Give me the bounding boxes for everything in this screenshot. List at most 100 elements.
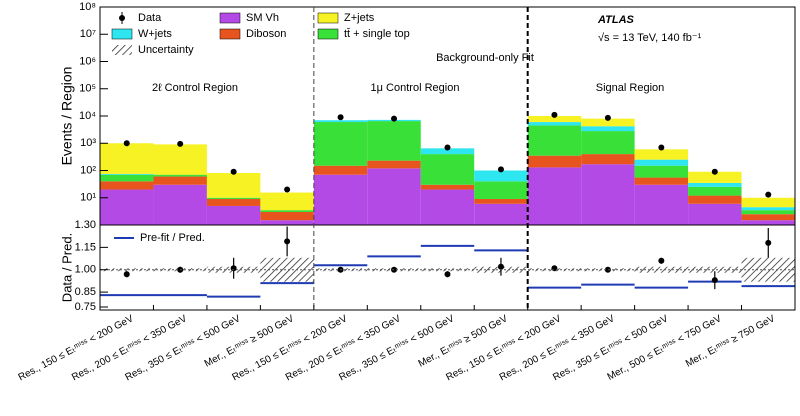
bar-segment bbox=[260, 192, 314, 211]
annotation: Background-only Fit bbox=[436, 52, 534, 64]
bar-segment bbox=[313, 120, 368, 123]
legend-swatch bbox=[219, 28, 241, 40]
bar-segment bbox=[367, 160, 421, 169]
lower-frame bbox=[99, 224, 796, 311]
legend-label: Z+jets bbox=[344, 12, 375, 24]
legend-swatch bbox=[112, 45, 132, 55]
y-tick-label: 10³ bbox=[80, 137, 96, 149]
ratio-point bbox=[230, 265, 237, 272]
annotation: Signal Region bbox=[596, 82, 665, 94]
y-tick-label: 10⁵ bbox=[79, 83, 96, 95]
bar-segment bbox=[206, 172, 261, 198]
bar-segment bbox=[474, 170, 528, 182]
y-tick-label: 1.15 bbox=[75, 241, 96, 253]
bar-segment bbox=[367, 121, 421, 161]
ratio-point bbox=[604, 266, 611, 273]
ratio-point bbox=[658, 257, 665, 264]
y-tick-label: 0.75 bbox=[75, 301, 96, 313]
bar-segment bbox=[581, 131, 635, 155]
bar-segment bbox=[741, 197, 795, 208]
bar-segment bbox=[581, 118, 635, 127]
annotation: √s = 13 TeV, 140 fb⁻¹ bbox=[598, 32, 702, 44]
ratio-point bbox=[444, 271, 451, 278]
data-point bbox=[444, 144, 451, 151]
y-tick-label: 10⁴ bbox=[79, 110, 96, 122]
bar-segment bbox=[474, 181, 528, 199]
bar-segment bbox=[527, 125, 582, 156]
ratio-point bbox=[391, 266, 398, 273]
bar-segment bbox=[527, 122, 582, 126]
data-point bbox=[337, 114, 344, 121]
legend-swatch bbox=[219, 12, 241, 24]
legend-label: tt̄ + single top bbox=[344, 28, 410, 40]
legend-label: Uncertainty bbox=[138, 44, 194, 56]
ratio-point bbox=[711, 277, 718, 284]
y-tick-label: 1.30 bbox=[75, 219, 96, 231]
bar-segment bbox=[688, 186, 742, 196]
uncertainty-band bbox=[688, 266, 742, 273]
y-tick-label: 10⁸ bbox=[79, 1, 96, 13]
y-tick-label: 10⁶ bbox=[79, 55, 96, 67]
bar-segment bbox=[260, 210, 314, 212]
bar-segment bbox=[260, 220, 314, 225]
legend-label: Data bbox=[138, 12, 162, 24]
y-axis-label: Data / Pred. bbox=[59, 233, 74, 302]
bar-segment bbox=[741, 210, 795, 215]
legend-swatch bbox=[111, 28, 133, 40]
y-tick-label: 10⁷ bbox=[80, 28, 96, 40]
bar-segment bbox=[741, 207, 795, 211]
data-point bbox=[658, 144, 665, 151]
legend-label: Pre-fit / Pred. bbox=[140, 232, 205, 244]
bar-segment bbox=[474, 203, 528, 225]
uncertainty-band bbox=[420, 268, 475, 272]
x-tick-label: Mer., Eₜᵐⁱˢˢ ≥ 500 GeV bbox=[417, 313, 510, 370]
bar-segment bbox=[634, 184, 689, 225]
bar-segment bbox=[581, 164, 635, 225]
annotation: 2ℓ Control Region bbox=[152, 82, 238, 94]
bar-segment bbox=[367, 168, 421, 225]
data-point bbox=[765, 191, 772, 198]
bar-segment bbox=[313, 165, 368, 175]
ratio-point bbox=[497, 263, 504, 270]
bar-segment bbox=[153, 184, 207, 225]
x-tick-label: Mer., Eₜᵐⁱˢˢ ≥ 500 GeV bbox=[203, 313, 296, 370]
bar-segment bbox=[741, 214, 795, 221]
legend-label: W+jets bbox=[138, 28, 172, 40]
bar-segment bbox=[527, 116, 582, 123]
bar-segment bbox=[313, 174, 368, 225]
ratio-point bbox=[123, 271, 130, 278]
legend-swatch bbox=[317, 12, 339, 24]
data-point bbox=[497, 166, 504, 173]
bar-segment bbox=[100, 173, 154, 175]
y-tick-label: 10² bbox=[80, 164, 96, 176]
data-point bbox=[177, 140, 184, 147]
bar-segment bbox=[688, 195, 742, 204]
data-point bbox=[551, 111, 558, 118]
bar-segment bbox=[420, 148, 475, 155]
annotation: ATLAS bbox=[597, 14, 635, 26]
legend-label: Diboson bbox=[246, 28, 286, 40]
y-tick-label: 1.00 bbox=[75, 264, 96, 276]
uncertainty-band bbox=[260, 257, 314, 282]
bar-segment bbox=[206, 197, 261, 199]
bar-segment bbox=[206, 198, 261, 206]
bar-segment bbox=[527, 155, 582, 168]
data-point bbox=[123, 140, 130, 147]
bar-segment bbox=[474, 198, 528, 204]
y-tick-label: 0.85 bbox=[75, 286, 96, 298]
bar-segment bbox=[527, 167, 582, 225]
data-point bbox=[284, 186, 291, 193]
bar-segment bbox=[634, 165, 689, 178]
bar-segment bbox=[153, 176, 207, 185]
bar-segment bbox=[153, 144, 207, 175]
legend-label: SM Vh bbox=[246, 12, 279, 24]
bar-segment bbox=[581, 126, 635, 132]
data-point bbox=[391, 115, 398, 122]
bar-segment bbox=[420, 154, 475, 185]
data-point bbox=[230, 168, 237, 175]
bar-segment bbox=[100, 174, 154, 182]
ratio-point bbox=[551, 265, 558, 272]
bar-segment bbox=[634, 177, 689, 185]
bar-segment bbox=[100, 189, 154, 225]
